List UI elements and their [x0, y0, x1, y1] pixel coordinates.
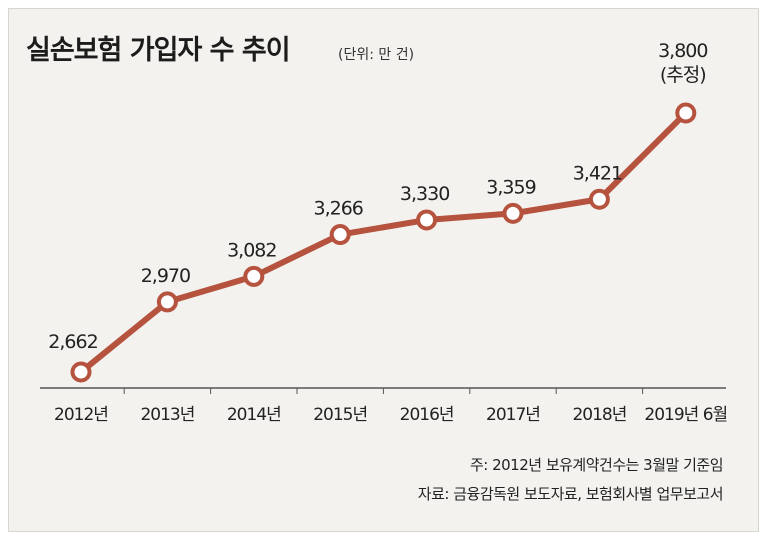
x-tick-label: 2013년 — [140, 405, 194, 425]
data-label: 3,082 — [227, 239, 276, 261]
unit-label: (단위: 만 건) — [338, 47, 415, 63]
data-point — [329, 224, 351, 246]
footnote-basis: 주: 2012년 보유계약건수는 3월말 기준임 — [469, 456, 724, 474]
x-tick-label: 2014년 — [227, 405, 281, 425]
data-label: 2,970 — [141, 265, 190, 287]
x-tick-label: 2018년 — [572, 405, 626, 425]
series-line — [78, 110, 689, 375]
chart-title: 실손보험 가입자 수 추이 — [26, 35, 291, 66]
data-point — [416, 209, 438, 231]
data-label: 3,421 — [573, 162, 622, 184]
estimate-label: (추정) — [660, 64, 706, 86]
data-point — [70, 361, 92, 383]
data-point — [675, 102, 697, 124]
data-label: 3,359 — [486, 176, 535, 198]
x-tick-label: 2012년 — [54, 405, 108, 425]
x-tick-label: 2016년 — [400, 405, 454, 425]
data-point — [243, 265, 265, 287]
data-label: 3,800 — [658, 40, 707, 62]
x-tick-label: 2015년 — [313, 405, 367, 425]
x-tick-label: 2017년 — [486, 405, 540, 425]
footnote-source: 자료: 금융감독원 보도자료, 보험회사별 업무보고서 — [417, 485, 724, 503]
x-tick-label: 2019년 6월 — [644, 405, 727, 425]
data-point — [156, 291, 178, 313]
data-label: 2,662 — [48, 331, 97, 353]
data-label: 3,330 — [400, 183, 449, 205]
data-point — [588, 188, 610, 210]
data-label: 3,266 — [313, 198, 362, 220]
data-point — [502, 202, 524, 224]
chart-frame — [8, 8, 759, 532]
